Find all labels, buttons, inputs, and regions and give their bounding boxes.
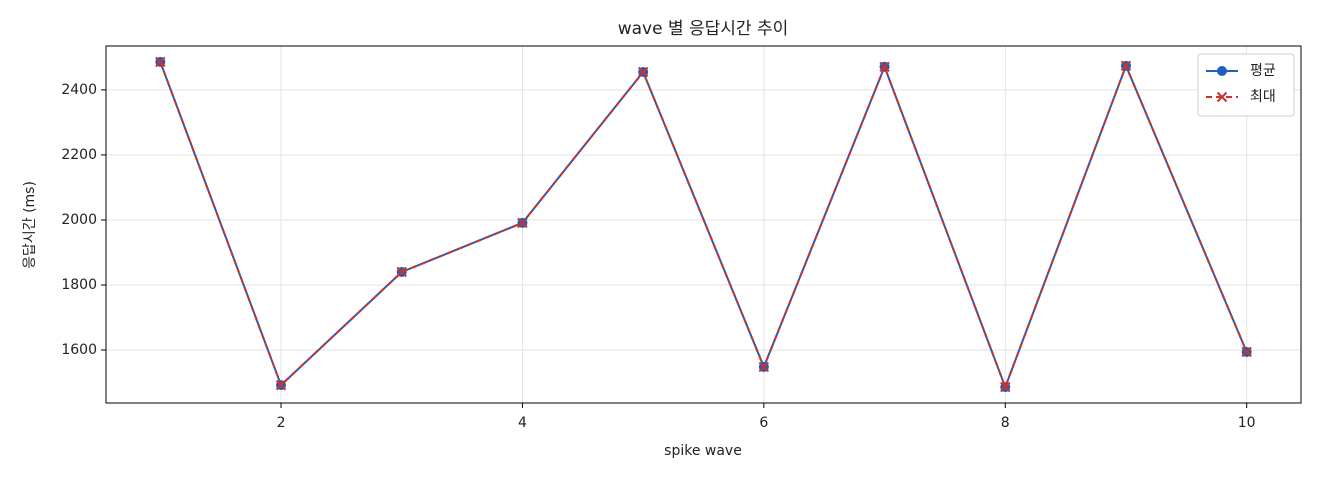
data-point: [155, 56, 166, 68]
chart-title: wave 별 응답시간 추이: [618, 19, 789, 39]
x-axis-label: spike wave: [664, 443, 742, 459]
legend-box: [1197, 53, 1295, 117]
x-tick-label: 6: [759, 415, 768, 431]
data-point: [1000, 381, 1011, 393]
y-tick-label: 2000: [61, 212, 97, 228]
plot-frame: [105, 45, 1302, 404]
x-tick-label: 2: [277, 415, 286, 431]
data-point: [637, 66, 649, 78]
x-tick-label: 8: [1001, 415, 1010, 431]
data-point: [879, 61, 890, 73]
y-axis-label: 응답시간 (ms): [22, 181, 38, 269]
y-tick-label: 1800: [61, 277, 97, 293]
series-line: [159, 61, 1248, 390]
data-point: [1120, 60, 1132, 72]
series-line: [159, 61, 1248, 390]
legend-marker: [1216, 91, 1228, 103]
data-point: [758, 361, 770, 373]
data-point: [1241, 346, 1252, 358]
x-tick-label: 10: [1238, 415, 1256, 431]
legend-label: 최대: [1250, 89, 1276, 105]
legend-label: 평균: [1250, 63, 1276, 79]
y-tick-label: 2400: [61, 82, 97, 98]
y-tick-label: 1600: [61, 342, 97, 358]
x-tick-label: 4: [518, 415, 527, 431]
data-point: [396, 266, 407, 278]
data-point: [275, 379, 287, 391]
legend-marker: [1217, 66, 1227, 76]
data-point: [517, 217, 528, 229]
y-tick-label: 2200: [61, 147, 97, 163]
